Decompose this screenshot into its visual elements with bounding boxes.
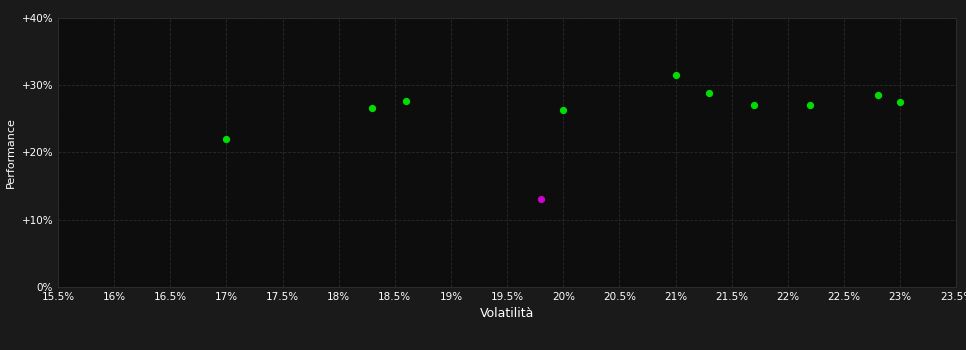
Point <box>893 99 908 105</box>
Point <box>398 98 413 104</box>
Y-axis label: Performance: Performance <box>6 117 15 188</box>
Point <box>533 197 549 202</box>
Point <box>555 108 571 113</box>
X-axis label: Volatilità: Volatilità <box>480 307 534 320</box>
Point <box>668 72 683 78</box>
Point <box>701 90 717 96</box>
Point <box>218 136 234 142</box>
Point <box>803 102 818 108</box>
Point <box>870 92 886 98</box>
Point <box>365 106 381 111</box>
Point <box>747 102 762 108</box>
